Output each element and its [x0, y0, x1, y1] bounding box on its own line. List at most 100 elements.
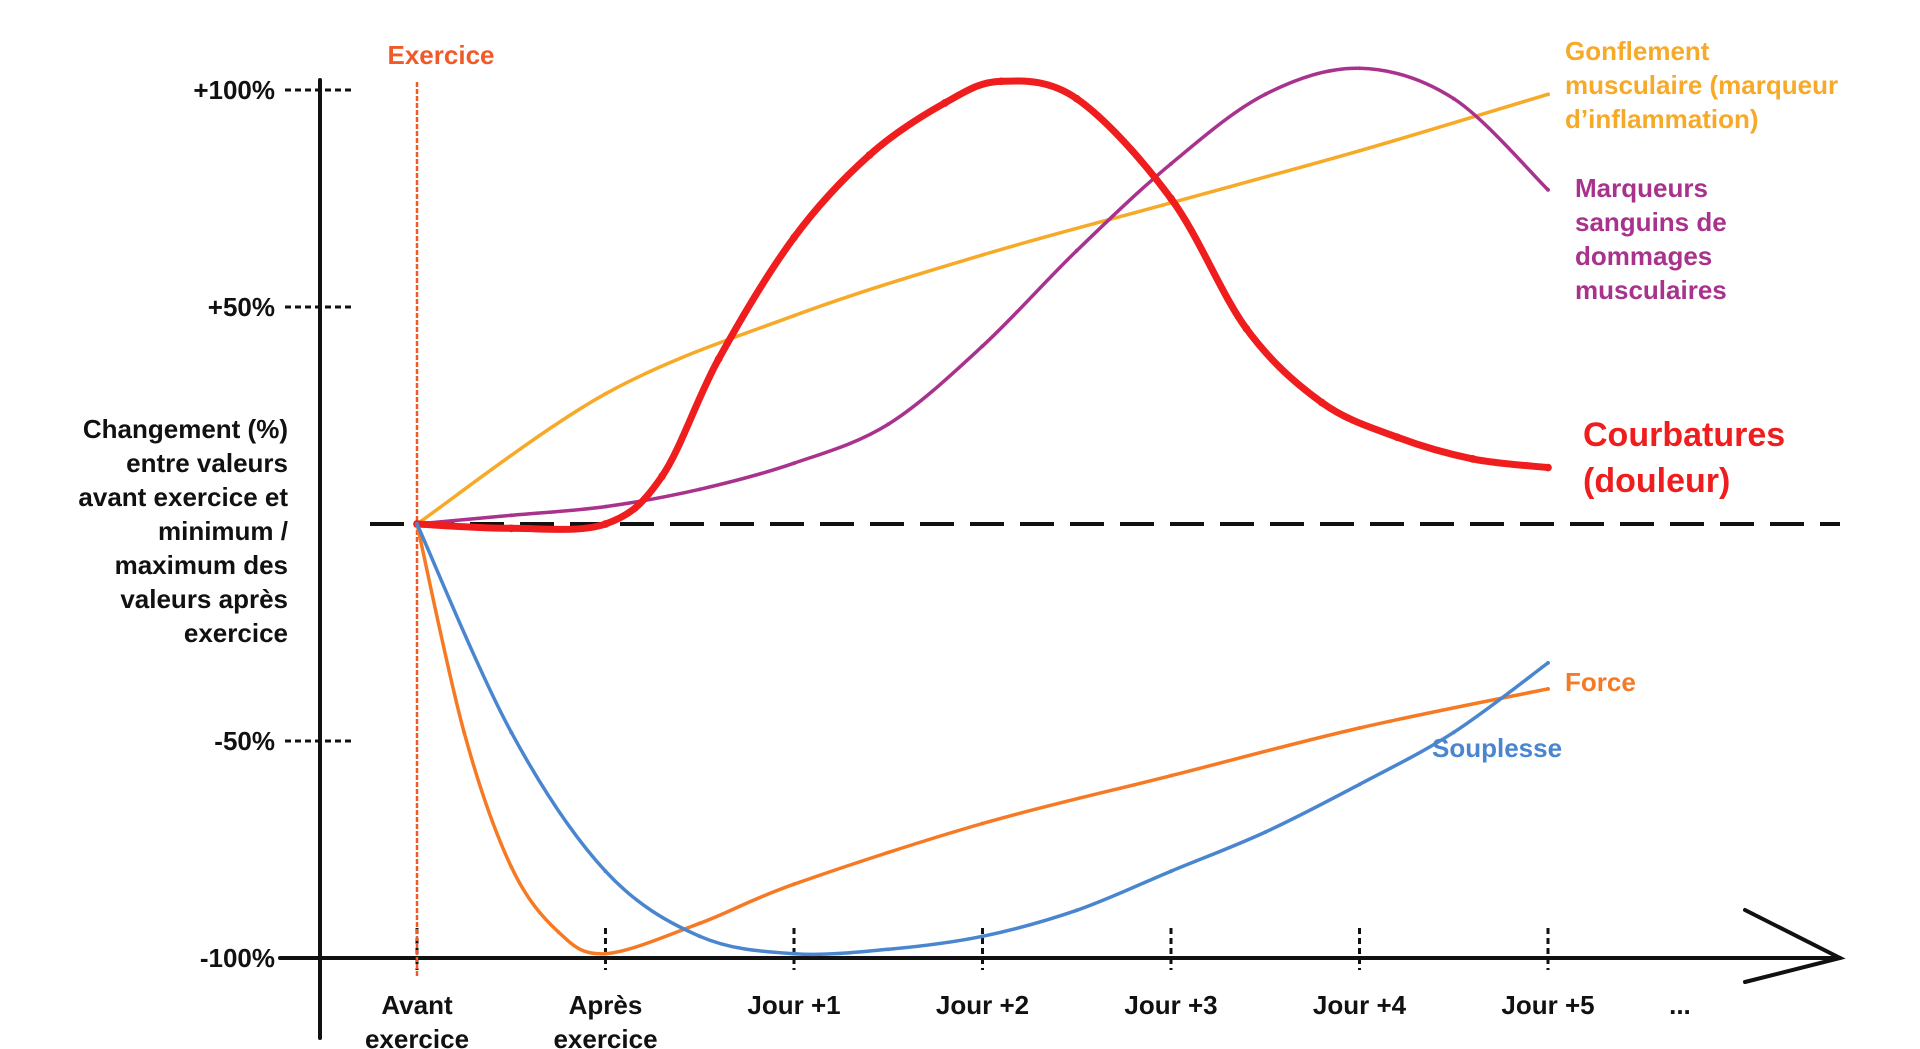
series-souplesse-label: Souplesse: [1432, 733, 1562, 763]
series-courbatures-douleur-line: [413, 77, 1552, 533]
series-force-point: [556, 930, 561, 934]
series-force-point: [980, 821, 985, 826]
series-marqueurs-sanguins-de-dommages-musculaires-point: [1546, 187, 1550, 192]
series-marqueurs-sanguins-de-dommages-musculaires-point: [1451, 96, 1456, 101]
x-tick-label-line: Jour +1: [747, 990, 840, 1020]
series-souplesse-point: [792, 951, 796, 956]
series-gonflement-musculaire-marqueur-d-inflammation-point: [980, 252, 985, 257]
series-courbatures-douleur-point: [658, 472, 666, 481]
y-axis-label-line: maximum des: [115, 550, 288, 580]
series-force-point: [1357, 726, 1362, 730]
y-axis-label-line: valeurs après: [120, 584, 288, 614]
series-marqueurs-sanguins-de-dommages-musculaires-label-line: dommages: [1575, 241, 1712, 271]
x-tick-label-line: ...: [1669, 990, 1691, 1020]
x-tick-label-line: Jour +5: [1501, 990, 1594, 1020]
series-souplesse-point: [415, 522, 419, 526]
series-souplesse-point: [1546, 660, 1550, 665]
series-marqueurs-sanguins-de-dommages-musculaires-point: [886, 422, 891, 427]
x-tick-label-line: Après: [569, 990, 643, 1020]
y-axis-label-line: minimum /: [158, 516, 288, 546]
series-courbatures-douleur-point: [1468, 455, 1477, 463]
labels-layer: +100%+50%-50%-100%AvantexerciceJour 0Apr…: [78, 36, 1838, 1049]
series-gonflement-musculaire-marqueur-d-inflammation-point: [603, 391, 608, 396]
series-force-point: [462, 730, 467, 735]
series-force-point: [603, 951, 608, 956]
series-marqueurs-sanguins-de-dommages-musculaires-point: [980, 344, 985, 348]
x-tick-label: Jour +3: [1124, 990, 1217, 1020]
series-courbatures-douleur-point: [790, 233, 798, 242]
series-courbatures-douleur-point: [1544, 463, 1552, 472]
series-marqueurs-sanguins-de-dommages-musculaires-point: [1357, 66, 1362, 71]
series-force-point: [1169, 773, 1173, 778]
series-souplesse-point: [509, 730, 514, 735]
series-gonflement-musculaire-marqueur-d-inflammation-label-line: musculaire (marqueur: [1565, 70, 1838, 100]
series-marqueurs-sanguins-de-dommages-musculaires-line: [415, 66, 1550, 526]
series-marqueurs-sanguins-de-dommages-musculaires-label-line: musculaires: [1575, 275, 1727, 305]
series-courbatures-douleur-point: [1167, 194, 1175, 203]
y-tick-label: -100%: [200, 943, 275, 973]
series-marqueurs-sanguins-de-dommages-musculaires-point: [509, 513, 514, 518]
series-force-point: [509, 864, 514, 869]
series-layer: [413, 66, 1552, 957]
series-marqueurs-sanguins-de-dommages-musculaires-point: [1074, 248, 1079, 253]
series-courbatures-douleur-label-line: Courbatures: [1583, 416, 1785, 454]
series-souplesse-point: [1074, 908, 1079, 913]
series-force-label: Force: [1565, 667, 1636, 697]
series-courbatures-douleur-point: [1242, 324, 1251, 333]
series-marqueurs-sanguins-de-dommages-musculaires-point: [1263, 92, 1268, 97]
series-souplesse-point: [697, 934, 702, 939]
x-tick-label: Jour +2: [936, 990, 1029, 1020]
y-axis-label-line: exercice: [184, 618, 288, 648]
y-tick-label: +50%: [208, 292, 275, 322]
x-tick-label: ...: [1669, 990, 1691, 1020]
series-souplesse-line: [415, 522, 1550, 957]
y-axis-label-line: entre valeurs: [126, 448, 288, 478]
series-gonflement-musculaire-marqueur-d-inflammation-point: [1546, 92, 1550, 97]
series-gonflement-musculaire-marqueur-d-inflammation-line: [415, 92, 1550, 526]
x-tick-label-line: exercice: [365, 1024, 469, 1049]
series-courbatures-douleur-point: [997, 77, 1006, 86]
series-courbatures-douleur-point: [1072, 94, 1081, 103]
series-courbatures-douleur-point: [865, 151, 874, 159]
y-tick-label: -50%: [214, 726, 275, 756]
series-force-point: [697, 921, 702, 926]
series-marqueurs-sanguins-de-dommages-musculaires-point: [697, 487, 702, 492]
series-souplesse-point: [603, 869, 608, 874]
series-marqueurs-sanguins-de-dommages-musculaires-label-line: Marqueurs: [1575, 173, 1708, 203]
x-tick-label: Jour +1: [747, 990, 840, 1020]
series-souplesse-point: [1263, 830, 1268, 835]
x-tick-label-line: Avant: [381, 990, 453, 1020]
y-axis-label-line: avant exercice et: [78, 482, 288, 512]
series-force-point: [792, 882, 796, 887]
series-courbatures-douleur-point: [507, 524, 516, 533]
x-tick-label-line: Jour +3: [1124, 990, 1217, 1020]
series-courbatures-douleur-point: [940, 99, 949, 107]
x-axis-arrow-icon: [1743, 908, 1846, 984]
series-courbatures-douleur-label-line: (douleur): [1583, 462, 1730, 500]
series-souplesse-point: [1451, 730, 1456, 735]
x-tick-label-line: exercice: [553, 1024, 657, 1049]
series-courbatures-douleur-point: [1393, 433, 1402, 442]
series-souplesse-point: [886, 947, 891, 952]
x-tick-label: Jour +5: [1501, 990, 1594, 1020]
y-axis-label-line: Changement (%): [83, 414, 288, 444]
series-marqueurs-sanguins-de-dommages-musculaires-point: [603, 504, 608, 509]
series-gonflement-musculaire-marqueur-d-inflammation-label-line: d’inflammation): [1565, 104, 1759, 134]
x-tick-label: AvantexerciceJour 0: [365, 990, 469, 1049]
x-tick-label: Jour +4: [1313, 990, 1407, 1020]
x-tick-label-line: Jour +2: [936, 990, 1029, 1020]
series-force-label-line: Force: [1565, 667, 1636, 697]
series-courbatures-douleur-point: [714, 355, 723, 363]
series-courbatures-douleur-point: [1317, 398, 1326, 407]
series-souplesse-point: [1169, 869, 1173, 874]
y-axis-label: Changement (%) entre valeurs avant exercic…: [78, 414, 288, 648]
series-courbatures-douleur-point: [601, 520, 610, 528]
series-marqueurs-sanguins-de-dommages-musculaires-point: [792, 461, 796, 466]
series-marqueurs-sanguins-de-dommages-musculaires-point: [1169, 161, 1173, 166]
series-souplesse-label-line: Souplesse: [1432, 733, 1562, 763]
y-tick-label: +100%: [193, 75, 275, 105]
series-souplesse-point: [980, 934, 985, 939]
series-courbatures-douleur-label: Courbatures (douleur): [1583, 416, 1785, 500]
